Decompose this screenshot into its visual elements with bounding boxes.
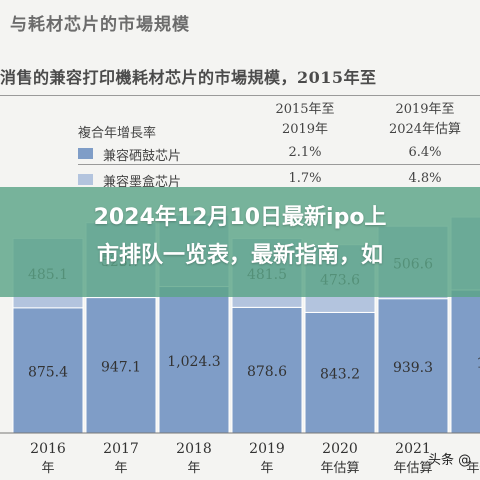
chart-title: 消售的兼容打印機耗材芯片的市場規模，2015年至 — [0, 68, 377, 87]
x-tick-label: 2017 — [103, 441, 139, 457]
table-top-rule — [0, 95, 480, 96]
legend-swatch-toner — [78, 148, 93, 159]
bar-value-label: 939.3 — [393, 360, 433, 376]
bar-value-label: 947.1 — [101, 359, 141, 375]
banner-title: 2024年12月10日最新ipo上 市排队一览表，最新指南，如 — [0, 199, 480, 275]
bar-segment-toner — [377, 298, 449, 434]
title-banner — [0, 187, 480, 297]
column-header-2019-2024: 2019年至 2024年估算 — [375, 100, 475, 140]
row-value-ink-2019-2024: 4.8% — [408, 171, 442, 186]
banner-title-line2: 市排队一览表，最新指南，如 — [96, 243, 383, 268]
x-tick-label: 2020 — [322, 441, 358, 457]
x-tick-sublabel: 年估算 — [466, 461, 480, 476]
column-header-line2: 2019年 — [281, 122, 329, 137]
source-watermark: 头条 @ — [428, 453, 472, 468]
x-tick-label: 2018 — [176, 441, 212, 457]
row-value-toner-2019-2024: 6.4% — [408, 145, 442, 160]
column-header-line1: 2019年至 — [395, 102, 455, 117]
bar-value-label: 1,024.3 — [167, 354, 220, 370]
bar-value-label: 878.6 — [247, 364, 287, 380]
x-tick-sublabel: 年估算 — [393, 461, 432, 476]
row-label-toner: 兼容硒鼓芯片 — [103, 149, 182, 164]
column-header-line1: 2015年至 — [275, 102, 335, 117]
growth-table-header-label: 複合年增長率 — [78, 126, 157, 141]
banner-title-line1: 2024年12月10日最新ipo上 — [93, 205, 387, 230]
row-value-toner-2015-2019: 2.1% — [288, 145, 322, 160]
x-tick-sublabel: 年 — [114, 461, 127, 476]
bar-segment-toner — [158, 286, 230, 434]
x-tick-sublabel: 年 — [41, 461, 54, 476]
x-tick-sublabel: 年估算 — [320, 461, 359, 476]
column-header-line2: 2024年估算 — [388, 122, 462, 137]
bar-segment-toner — [12, 307, 84, 434]
bar-value-label: 843.2 — [320, 367, 360, 383]
bar-value-label: 875.4 — [28, 364, 68, 380]
x-tick-sublabel: 年 — [260, 461, 273, 476]
column-header-2015-2019: 2015年至 2019年 — [260, 100, 350, 140]
row-label-ink: 兼容墨盒芯片 — [103, 175, 182, 190]
table-row-rule — [78, 164, 480, 165]
bar-segment-toner — [450, 289, 480, 434]
bar-value-label: 1,00 — [476, 356, 480, 372]
legend-swatch-ink — [78, 174, 93, 185]
x-tick-label: 2021 — [395, 441, 431, 457]
x-tick-label: 2016 — [30, 441, 66, 457]
bar-segment-toner — [85, 297, 157, 434]
x-tick-sublabel: 年 — [187, 461, 200, 476]
growth-rate-table: 複合年增長率 2015年至 2019年 2019年至 2024年估算 兼容硒鼓芯… — [0, 100, 480, 200]
bar-segment-toner — [304, 311, 376, 434]
x-tick-label: 2019 — [249, 441, 285, 457]
row-value-ink-2015-2019: 1.7% — [288, 171, 322, 186]
chart-heading-partial: 与耗材芯片的市場規模 — [10, 15, 190, 35]
